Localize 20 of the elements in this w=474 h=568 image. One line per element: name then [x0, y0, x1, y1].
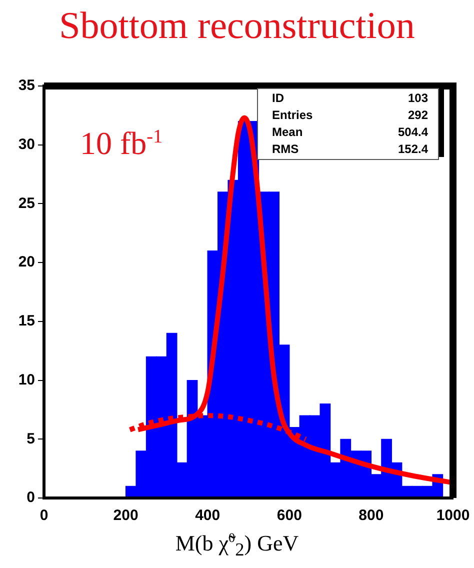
- y-tick-label: 20: [18, 254, 35, 271]
- x-tick-label: 0: [40, 507, 48, 524]
- x-tick-label: 400: [195, 507, 220, 524]
- y-tick-label: 5: [26, 430, 35, 448]
- y-tick-label: 30: [18, 136, 35, 153]
- x-tick-label: 800: [358, 507, 384, 524]
- y-tick-label: 35: [18, 77, 35, 94]
- text: RMS 152.4: [272, 142, 428, 156]
- x-tick-label: 600: [276, 507, 302, 524]
- text: ID 103: [272, 91, 428, 105]
- y-tick-label: 25: [18, 194, 35, 212]
- text: Entries 292: [272, 108, 428, 122]
- text: Mean 504.4: [272, 125, 428, 139]
- y-tick-label: 15: [18, 312, 35, 330]
- x-tick-label: 1000: [436, 507, 470, 524]
- y-tick-label: 10: [18, 371, 35, 388]
- chart-title: Sbottom reconstruction: [58, 4, 416, 48]
- annotation: 10 fb$^{-1}$: [80, 125, 163, 162]
- y-tick-label: 0: [26, 489, 35, 506]
- x-tick-label: 200: [113, 507, 138, 524]
